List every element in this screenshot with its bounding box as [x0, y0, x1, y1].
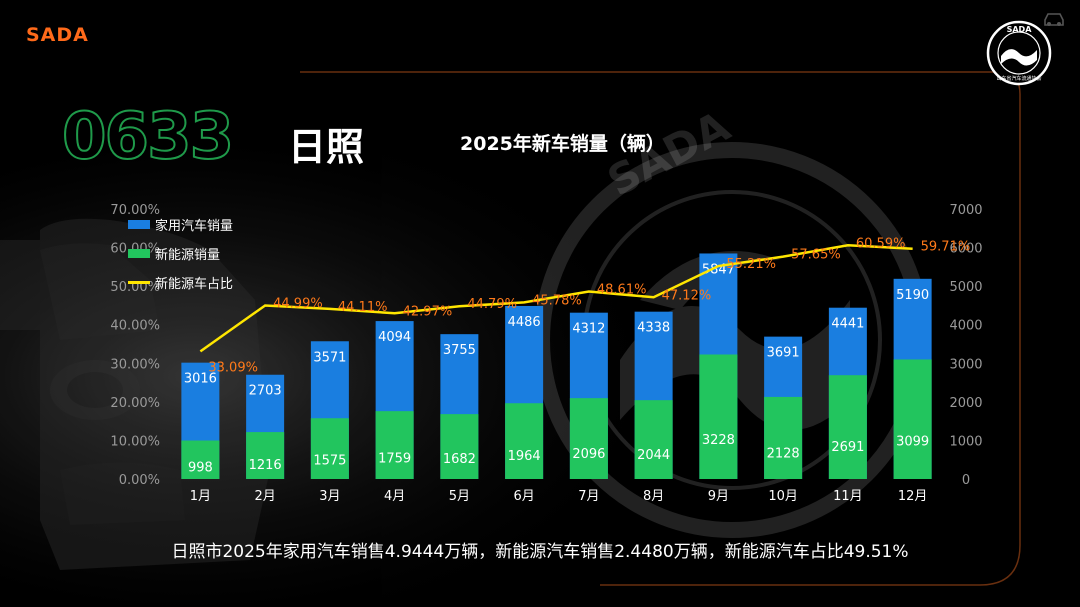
right-axis-tick-label: 3000 [949, 357, 982, 372]
city-name: 日照 [288, 125, 365, 169]
bar-nev [699, 354, 738, 479]
share-point-label: 45.78% [532, 293, 582, 308]
legend-item-share: 新能源车占比 [128, 268, 233, 297]
chart-title: 2025年新车销量（辆） [460, 133, 665, 155]
share-point-label: 44.79% [467, 297, 517, 312]
x-axis-tick-label: 11月 [833, 489, 863, 504]
bar-nev [828, 375, 867, 479]
bar-nev-label: 3099 [896, 435, 929, 450]
chart-legend: 家用汽车销量 新能源销量 新能源车占比 [128, 210, 233, 297]
car-icon[interactable] [1042, 10, 1066, 28]
left-axis-tick-label: 0.00% [119, 473, 160, 488]
legend-swatch-share [128, 281, 150, 284]
logo-top-text: SADA [1007, 25, 1033, 34]
legend-item-nev: 新能源销量 [128, 239, 233, 268]
x-axis-tick-label: 5月 [449, 489, 470, 504]
bar-nev-label: 3228 [702, 433, 735, 448]
bar-total-label: 5847 [702, 262, 735, 277]
bar-nev-label: 2096 [572, 447, 605, 462]
left-axis-tick-label: 70.00% [110, 203, 160, 218]
legend-label-total: 家用汽车销量 [155, 219, 234, 234]
x-axis-tick-label: 8月 [643, 489, 664, 504]
bar-total-label: 5190 [896, 288, 929, 303]
right-axis-tick-label: 5000 [949, 280, 982, 295]
share-point-label: 60.59% [856, 236, 906, 251]
brand-logo-text: SADA [26, 24, 89, 46]
bar-nev [569, 398, 608, 479]
legend-label-nev: 新能源销量 [155, 248, 221, 263]
bar-nev-label: 998 [188, 461, 213, 476]
bar-total-label: 3691 [767, 346, 800, 361]
x-axis-tick-label: 1月 [190, 489, 211, 504]
x-axis-tick-label: 9月 [708, 489, 729, 504]
bar-nev-label: 1759 [378, 451, 411, 466]
left-axis-tick-label: 20.00% [110, 396, 160, 411]
bar-nev-label: 1575 [313, 454, 346, 469]
bar-nev-label: 1964 [508, 449, 541, 464]
right-axis-tick-label: 0 [962, 473, 970, 488]
legend-swatch-total [128, 220, 150, 229]
share-point-label: 33.09% [208, 360, 258, 375]
share-point-label: 44.11% [338, 300, 388, 315]
bar-total-label: 4094 [378, 330, 411, 345]
bar-nev-label: 1682 [443, 452, 476, 467]
bar-total-label: 3755 [443, 343, 476, 358]
bar-total-label: 3571 [313, 350, 346, 365]
legend-swatch-nev [128, 249, 150, 258]
sada-seal-logo: SADA 山东省汽车流通协会 [986, 20, 1052, 86]
x-axis-tick-label: 7月 [578, 489, 599, 504]
bar-total-label: 4312 [572, 322, 605, 337]
share-point-label: 47.12% [662, 288, 712, 303]
x-axis-tick-label: 3月 [319, 489, 340, 504]
bar-total-label: 3016 [184, 372, 217, 387]
share-point-label: 44.99% [273, 296, 323, 311]
bar-nev [375, 411, 414, 479]
share-point-label: 48.61% [597, 283, 647, 298]
x-axis-tick-label: 2月 [254, 489, 275, 504]
area-code: 0633 [61, 99, 235, 175]
right-axis-tick-label: 1000 [949, 434, 982, 449]
logo-bottom-text: 山东省汽车流通协会 [996, 75, 1041, 82]
legend-item-total: 家用汽车销量 [128, 210, 233, 239]
summary-text: 日照市2025年家用汽车销售4.9444万辆，新能源汽车销售2.4480万辆，新… [171, 542, 909, 562]
bar-nev-label: 2128 [767, 447, 800, 462]
bar-nev-label: 2044 [637, 448, 670, 463]
left-axis-tick-label: 40.00% [110, 319, 160, 334]
x-axis-tick-label: 10月 [768, 489, 798, 504]
bar-nev [893, 359, 932, 479]
share-point-label: 55.21% [726, 257, 776, 272]
share-line [199, 244, 913, 353]
bar-nev [181, 440, 220, 479]
bar-nev-label: 1216 [249, 458, 282, 473]
left-axis-tick-label: 30.00% [110, 357, 160, 372]
bar-total-label: 4486 [508, 315, 541, 330]
right-axis-tick-label: 6000 [949, 242, 982, 257]
bar-nev [634, 400, 673, 479]
legend-label-share: 新能源车占比 [155, 277, 234, 292]
x-axis-tick-label: 4月 [384, 489, 405, 504]
share-point-label: 59.71% [921, 240, 971, 255]
share-point-label: 57.65% [791, 248, 841, 263]
bar-total-label: 2703 [249, 384, 282, 399]
left-axis-tick-label: 10.00% [110, 434, 160, 449]
x-axis-tick-label: 6月 [513, 489, 534, 504]
right-axis-tick-label: 7000 [949, 203, 982, 218]
share-point-label: 42.97% [403, 304, 453, 319]
bar-total-label: 4338 [637, 321, 670, 336]
right-axis-tick-label: 4000 [949, 319, 982, 334]
bar-nev-label: 2691 [831, 440, 864, 455]
x-axis-tick-label: 12月 [898, 489, 928, 504]
bar-total-label: 4441 [831, 317, 864, 332]
bar-nev [764, 396, 803, 479]
bar-nev [310, 418, 349, 479]
bar-nev [246, 432, 285, 479]
right-axis-tick-label: 2000 [949, 396, 982, 411]
bar-nev [505, 403, 544, 479]
bar-nev [440, 414, 479, 479]
